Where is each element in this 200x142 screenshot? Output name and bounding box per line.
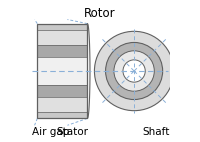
Circle shape — [106, 42, 163, 100]
Circle shape — [123, 60, 145, 82]
Bar — [37, 97, 87, 112]
Bar — [37, 85, 87, 97]
Bar — [37, 24, 87, 118]
Text: Stator: Stator — [56, 127, 88, 137]
Circle shape — [94, 31, 174, 111]
Bar — [37, 112, 87, 118]
Text: Air gap: Air gap — [32, 127, 69, 137]
Bar — [37, 45, 87, 57]
Bar — [37, 24, 87, 30]
Text: Shaft: Shaft — [142, 127, 169, 137]
Circle shape — [114, 51, 154, 91]
Text: Rotor: Rotor — [84, 7, 116, 20]
Bar — [37, 30, 87, 45]
Bar — [37, 57, 87, 85]
